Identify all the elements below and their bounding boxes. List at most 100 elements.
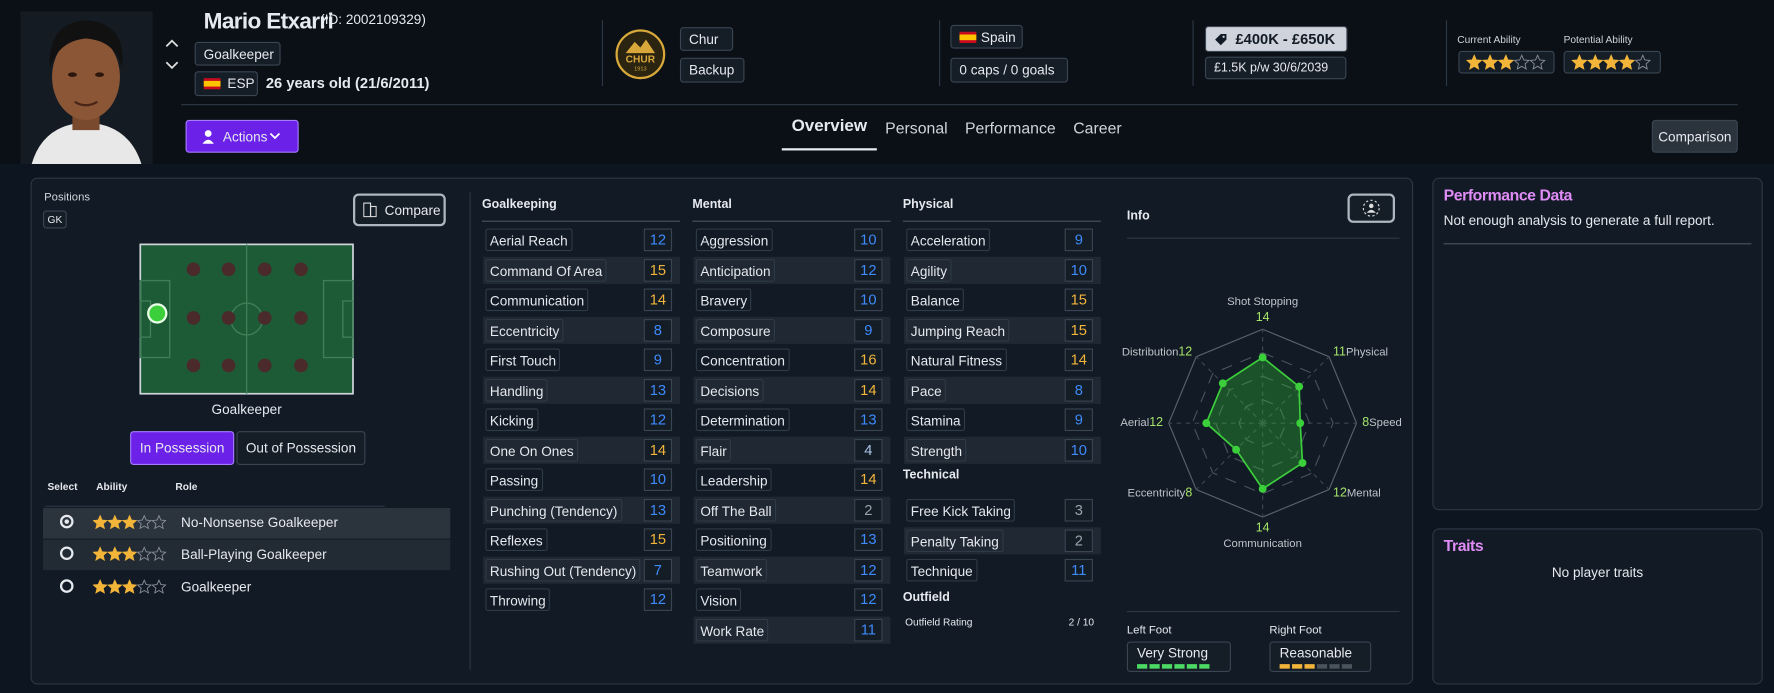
radio[interactable] bbox=[59, 514, 74, 529]
attribute-row: Vision 12 bbox=[694, 586, 891, 613]
attribute-row: Handling 13 bbox=[483, 376, 680, 404]
attribute-row: Penalty Taking 2 bbox=[903, 526, 1101, 554]
mode-button[interactable]: In Possession bbox=[130, 431, 235, 466]
player-photo bbox=[20, 11, 153, 165]
attribute-row: Strength 10 bbox=[903, 436, 1101, 464]
group-line bbox=[902, 220, 1101, 222]
compare-icon bbox=[363, 202, 377, 218]
foot-bar bbox=[1137, 664, 1148, 669]
info-button[interactable] bbox=[1347, 193, 1396, 223]
info-line bbox=[1126, 610, 1400, 613]
attribute-name: Reflexes bbox=[485, 528, 548, 551]
star bbox=[151, 578, 167, 594]
divider bbox=[1192, 20, 1194, 86]
attribute-value: 9 bbox=[1064, 408, 1093, 432]
performance-panel bbox=[1432, 177, 1763, 511]
attribute-value: 12 bbox=[854, 588, 883, 611]
attribute-name: Determination bbox=[695, 408, 790, 432]
star bbox=[1466, 54, 1483, 70]
attribute-value: 15 bbox=[643, 528, 673, 551]
club-box[interactable]: Chur bbox=[679, 27, 734, 51]
attribute-name: Communication bbox=[485, 288, 589, 312]
attribute-row: Aggression 10 bbox=[694, 226, 891, 253]
star bbox=[1513, 54, 1531, 70]
star bbox=[1618, 54, 1636, 70]
info-icon bbox=[1362, 199, 1380, 217]
attribute-row: Positioning 13 bbox=[694, 526, 891, 553]
mode-button[interactable]: Out of Possession bbox=[236, 431, 366, 466]
performance-text: Not enough analysis to generate a full r… bbox=[1443, 212, 1715, 229]
squad-status: Backup bbox=[679, 57, 745, 83]
star bbox=[1481, 54, 1499, 70]
pitch-label: Goalkeeper bbox=[211, 401, 282, 418]
foot-rating: Very Strong bbox=[1137, 644, 1208, 661]
attribute-name: Off The Ball bbox=[695, 498, 777, 522]
attribute-row: Composure 9 bbox=[693, 316, 891, 344]
attribute-row: Punching (Tendency) 13 bbox=[483, 496, 680, 524]
info-title: Info bbox=[1126, 209, 1150, 223]
nav-arrows[interactable] bbox=[164, 35, 180, 73]
attribute-row: Natural Fitness 14 bbox=[904, 346, 1101, 373]
attribute-value: 13 bbox=[854, 528, 883, 551]
star bbox=[92, 546, 108, 562]
radio[interactable] bbox=[59, 578, 74, 593]
attribute-row: Reflexes 15 bbox=[483, 526, 680, 553]
star bbox=[151, 546, 167, 562]
attribute-row: Passing 10 bbox=[483, 466, 680, 493]
role-row[interactable]: Goalkeeper bbox=[43, 572, 450, 603]
attribute-name: Agility bbox=[906, 258, 952, 282]
attribute-name: Teamwork bbox=[695, 558, 767, 581]
attribute-row: Flair 4 bbox=[693, 436, 891, 464]
star bbox=[121, 578, 138, 594]
tab[interactable]: Overview bbox=[791, 116, 868, 136]
attribute-row: Jumping Reach 15 bbox=[903, 316, 1101, 344]
tab[interactable]: Career bbox=[1073, 118, 1122, 137]
star bbox=[121, 546, 138, 562]
attribute-name: Penalty Taking bbox=[906, 528, 1004, 552]
role-name: Goalkeeper bbox=[181, 578, 252, 595]
attribute-row: Free Kick Taking 3 bbox=[904, 497, 1101, 524]
stars bbox=[92, 546, 167, 562]
attribute-value: 14 bbox=[854, 378, 883, 402]
attribute-row: Aerial Reach 12 bbox=[483, 226, 680, 253]
attribute-value: 11 bbox=[1064, 558, 1093, 582]
attribute-value: 12 bbox=[854, 258, 883, 282]
foot-bar bbox=[1304, 664, 1315, 669]
attribute-row: One On Ones 14 bbox=[483, 436, 680, 464]
foot-box: Reasonable bbox=[1269, 641, 1372, 673]
role-row[interactable]: Ball-Playing Goalkeeper bbox=[42, 540, 451, 571]
star bbox=[92, 578, 108, 594]
attribute-name: Jumping Reach bbox=[906, 318, 1010, 342]
attribute-value: 2 bbox=[1064, 528, 1093, 552]
attribute-name: Passing bbox=[485, 468, 543, 492]
foot-bar bbox=[1161, 664, 1173, 669]
attribute-name: First Touch bbox=[485, 348, 561, 372]
comparison-button[interactable]: Comparison bbox=[1651, 119, 1738, 153]
header-line bbox=[181, 104, 1738, 106]
radio[interactable] bbox=[59, 546, 74, 561]
traits-panel bbox=[1432, 528, 1763, 685]
attribute-row: Bravery 10 bbox=[694, 286, 891, 313]
attribute-row: Technique 11 bbox=[904, 557, 1101, 584]
attribute-row: Throwing 12 bbox=[483, 586, 680, 613]
info-line bbox=[1126, 237, 1400, 239]
attribute-row: Communication 14 bbox=[483, 286, 680, 313]
attribute-row: Stamina 9 bbox=[904, 406, 1101, 433]
attribute-name: Handling bbox=[485, 378, 549, 402]
attribute-name: Composure bbox=[695, 318, 776, 342]
actions-button[interactable]: Actions bbox=[185, 119, 299, 153]
attribute-value: 12 bbox=[643, 228, 673, 252]
attribute-row: First Touch 9 bbox=[483, 346, 680, 373]
attribute-name: Aerial Reach bbox=[485, 228, 573, 252]
attribute-value: 10 bbox=[1064, 438, 1093, 462]
caps-box: 0 caps / 0 goals bbox=[950, 57, 1069, 83]
compare-button[interactable]: Compare bbox=[352, 193, 446, 227]
attribute-name: Work Rate bbox=[695, 618, 769, 641]
performance-title: Performance Data bbox=[1443, 185, 1573, 204]
attribute-name: Stamina bbox=[906, 408, 966, 432]
tab[interactable]: Performance bbox=[964, 118, 1056, 137]
tab[interactable]: Personal bbox=[885, 118, 948, 137]
attribute-name: Bravery bbox=[695, 288, 752, 312]
role-row[interactable]: No-Nonsense Goalkeeper bbox=[42, 507, 451, 539]
attribute-value: 12 bbox=[643, 588, 673, 611]
